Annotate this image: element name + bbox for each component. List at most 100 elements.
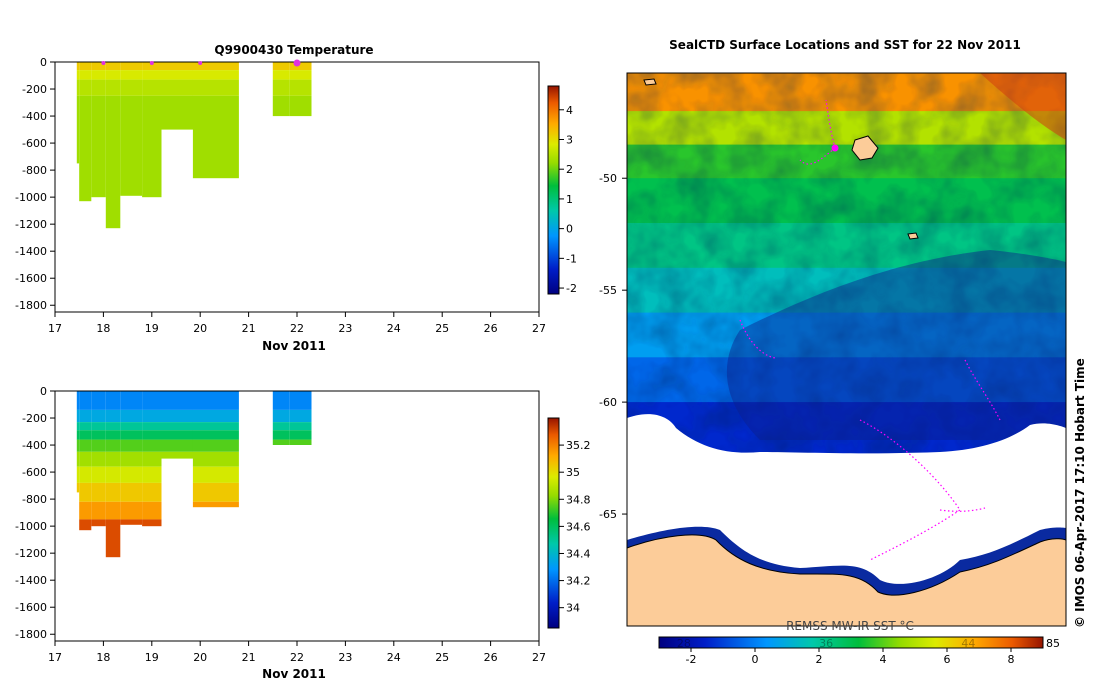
colorbar-tick-label: 34.8 <box>566 493 591 506</box>
profile-cell <box>272 70 290 80</box>
date-tick-label: 20 <box>193 651 207 664</box>
sst-colorbar-caption: REMSS MW-IR SST °C <box>786 619 914 633</box>
temperature-date-ticks: 17 18 19 20 21 22 23 24 25 26 27 <box>48 312 546 335</box>
profile-cell <box>91 482 106 502</box>
depth-tick-label: -600 <box>22 137 47 150</box>
sst-colorbar-tick-label: 0 <box>752 653 759 666</box>
sst-colorbar-top-label: 36 <box>819 637 833 650</box>
date-tick-label: 18 <box>96 651 110 664</box>
temperature-surface-markers <box>101 59 301 67</box>
profile-cell <box>91 79 106 96</box>
temperature-profile-cells <box>76 62 312 229</box>
profile-cell <box>192 422 239 431</box>
antarctic-land <box>627 534 1066 626</box>
profile-cell <box>142 466 162 483</box>
depth-tick-label: -400 <box>22 110 47 123</box>
profile-cell <box>105 430 121 440</box>
seal-track <box>859 419 961 561</box>
date-tick-label: 18 <box>96 322 110 335</box>
date-tick-label: 25 <box>435 651 449 664</box>
depth-tick-label: -200 <box>22 83 47 96</box>
profile-cell <box>91 501 106 520</box>
profile-cell <box>120 501 143 520</box>
profile-cell <box>120 519 143 525</box>
sst-map-panel: SealCTD Surface Locations and SST for 22… <box>599 38 1087 666</box>
date-tick-label: 21 <box>242 651 256 664</box>
profile-cell <box>161 391 193 410</box>
profile-cell <box>105 466 121 483</box>
current-seal-location <box>831 144 839 152</box>
profile-cell <box>142 482 162 502</box>
profile-cell <box>161 95 193 130</box>
profile-cell <box>105 62 121 71</box>
colorbar-tick-label: 0 <box>566 223 573 236</box>
salinity-xlabel: Nov 2011 <box>262 667 326 681</box>
profile-cell <box>79 466 92 483</box>
profile-cell <box>79 62 92 71</box>
date-tick-label: 24 <box>387 651 401 664</box>
profile-cell <box>142 422 162 431</box>
depth-tick-label: 0 <box>40 385 47 398</box>
temperature-xlabel: Nov 2011 <box>262 339 326 353</box>
profile-cell <box>120 409 143 423</box>
profile-cell <box>161 451 193 459</box>
profile-cell <box>142 62 162 71</box>
profile-cell <box>76 422 80 431</box>
profile-cell <box>105 501 121 520</box>
profile-cell <box>105 391 121 410</box>
profile-cell <box>161 430 193 440</box>
profile-cell <box>289 391 312 410</box>
profile-cell <box>272 62 290 71</box>
profile-cell <box>76 430 80 440</box>
depth-tick-label: -400 <box>22 439 47 452</box>
temperature-colorbar <box>547 85 560 295</box>
depth-tick-label: -600 <box>22 466 47 479</box>
depth-tick-label: -1600 <box>15 272 47 285</box>
profile-cell <box>105 482 121 502</box>
colorbar-tick-label: 34.4 <box>566 547 591 560</box>
depth-tick-label: -1800 <box>15 628 47 641</box>
profile-cell <box>76 79 80 96</box>
depth-tick-label: -200 <box>22 412 47 425</box>
profile-cell <box>192 430 239 440</box>
profile-cell <box>105 79 121 96</box>
sst-colorbar-tick-label: 2 <box>816 653 823 666</box>
profile-cell <box>289 79 312 96</box>
depth-tick-label: -1400 <box>15 245 47 258</box>
profile-cell <box>79 70 92 80</box>
salinity-profile-cells <box>76 391 312 558</box>
date-tick-label: 19 <box>145 322 159 335</box>
profile-cell <box>272 422 290 431</box>
temperature-panel: Q9900430 Temperature 0 -200 -400 -600 -800 -1… <box>15 43 577 353</box>
profile-cell <box>142 451 162 467</box>
depth-tick-label: -800 <box>22 493 47 506</box>
date-tick-label: 21 <box>242 322 256 335</box>
profile-cell <box>91 391 106 410</box>
profile-cell <box>91 95 106 198</box>
date-tick-label: 25 <box>435 322 449 335</box>
sst-map-area <box>627 73 1066 626</box>
salinity-depth-ticks: 0 -200 -400 -600 -800 -1000 -1200 -1400 -1600 -18… <box>15 385 55 641</box>
profile-cell <box>192 501 239 508</box>
profile-cell <box>272 430 290 440</box>
profile-cell <box>105 422 121 431</box>
profile-cell <box>192 466 239 483</box>
profile-cell <box>272 95 290 117</box>
date-tick-label: 23 <box>338 322 352 335</box>
profile-cell <box>120 70 143 80</box>
profile-cell <box>192 391 239 410</box>
profile-cell <box>161 422 193 431</box>
depth-tick-label: -1800 <box>15 299 47 312</box>
profile-cell <box>142 70 162 80</box>
colorbar-tick-label: 34.6 <box>566 520 591 533</box>
date-tick-label: 26 <box>484 322 498 335</box>
temperature-depth-ticks: 0 -200 -400 -600 -800 -1000 -1200 -1400 -1600 -18… <box>15 56 55 312</box>
depth-tick-label: 0 <box>40 56 47 69</box>
profile-cell <box>79 79 92 96</box>
profile-cell <box>120 79 143 96</box>
imos-credit: © IMOS 06-Apr-2017 17:10 Hobart Time <box>1073 358 1087 628</box>
sst-map-frame <box>626 72 1067 627</box>
profile-cell <box>142 79 162 96</box>
date-tick-label: 17 <box>48 651 62 664</box>
colorbar-tick-label: -1 <box>566 252 577 265</box>
